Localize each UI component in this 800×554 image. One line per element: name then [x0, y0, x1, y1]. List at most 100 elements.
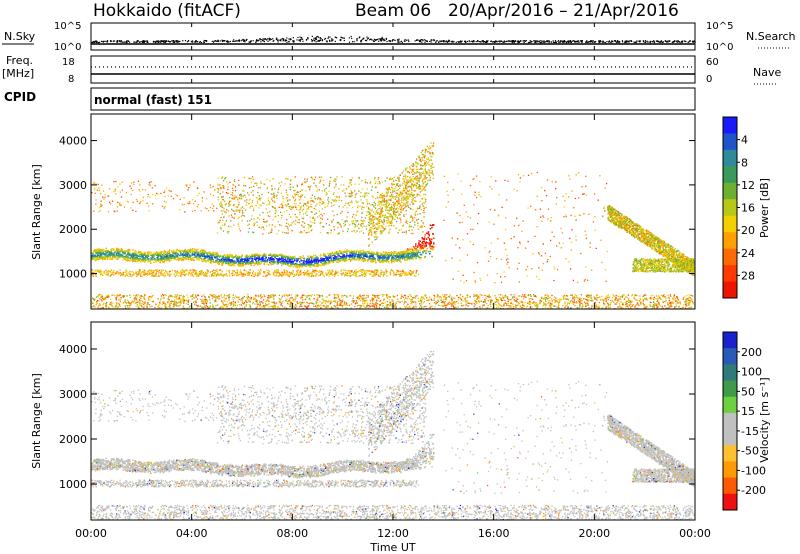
- nsky-point: [136, 41, 139, 43]
- nsky-point: [499, 41, 501, 43]
- power-point: [380, 252, 382, 254]
- nsky-point: [373, 40, 375, 43]
- power-point: [373, 257, 376, 260]
- power-point: [384, 251, 387, 254]
- power-point: [327, 254, 330, 257]
- nsky-point: [383, 38, 385, 40]
- power-point: [370, 251, 373, 253]
- power-point: [393, 261, 395, 263]
- nsky-point: [657, 40, 660, 43]
- nsky-point: [592, 40, 594, 42]
- nsky-point: [634, 41, 637, 43]
- power-point: [282, 260, 285, 262]
- nsky-point: [472, 41, 474, 43]
- power-point: [201, 258, 204, 260]
- nsky-point: [191, 41, 193, 43]
- power-point: [332, 261, 334, 264]
- power-point: [408, 253, 410, 255]
- nsky-point: [116, 41, 118, 43]
- power-point: [263, 263, 266, 266]
- nsky-point: [173, 41, 176, 44]
- power-point: [228, 257, 230, 260]
- nsky-point: [362, 38, 365, 40]
- power-point: [144, 254, 146, 256]
- power-point: [422, 251, 424, 253]
- power-point: [314, 260, 317, 262]
- power-point: [393, 258, 395, 260]
- nsky-point: [315, 41, 317, 43]
- power-point: [305, 265, 308, 267]
- nsky-point: [364, 39, 367, 41]
- power-point: [347, 259, 349, 261]
- nsky-point: [538, 40, 540, 42]
- nsky-point: [318, 40, 320, 42]
- nave-label: Nave: [753, 66, 781, 79]
- nsky-point: [93, 41, 95, 44]
- nsky-point: [203, 39, 205, 42]
- power-point: [140, 255, 142, 258]
- power-point: [101, 255, 103, 257]
- power-point: [312, 260, 315, 262]
- nsky-point: [348, 37, 350, 39]
- nsky-point: [248, 41, 250, 43]
- nsky-point: [453, 40, 455, 43]
- nsky-point: [334, 36, 336, 38]
- nsky-point: [639, 41, 641, 43]
- power-point: [180, 252, 182, 255]
- power-point: [138, 260, 141, 262]
- power-point: [395, 258, 397, 260]
- nsky-point: [222, 40, 225, 42]
- nsky-point: [660, 41, 662, 43]
- nsky-point: [327, 37, 329, 39]
- power-point: [105, 247, 107, 250]
- cpid-panel: [90, 87, 696, 111]
- power-point: [374, 253, 376, 255]
- nsky-point: [165, 41, 167, 43]
- power-point: [129, 249, 131, 251]
- power-point: [212, 258, 214, 261]
- nave-tick-bottom: 0: [706, 74, 712, 85]
- nsky-point: [487, 40, 489, 42]
- power-point: [181, 259, 183, 261]
- power-point: [111, 258, 113, 260]
- nsky-point: [680, 41, 682, 44]
- nsky-point: [203, 41, 205, 43]
- power-point: [410, 248, 412, 251]
- cpid-value: normal (fast) 151: [94, 93, 212, 107]
- nsky-point: [424, 39, 426, 41]
- nsky-point: [502, 41, 504, 43]
- nsky-point: [222, 40, 224, 42]
- nsky-point: [331, 39, 333, 41]
- nsky-point: [297, 36, 299, 39]
- nsky-point: [505, 40, 507, 43]
- nsky-point: [433, 39, 435, 42]
- nsky-point: [692, 40, 694, 42]
- nsky-point: [336, 37, 338, 39]
- nsky-point: [119, 40, 121, 42]
- nsky-point: [565, 41, 567, 43]
- nsky-point: [678, 41, 680, 43]
- nsky-point: [241, 39, 243, 41]
- power-point: [268, 264, 270, 266]
- nsky-point: [552, 40, 554, 42]
- power-point: [198, 254, 201, 256]
- nsky-point: [685, 41, 687, 43]
- nsky-point: [682, 40, 684, 42]
- nsky-point: [93, 40, 95, 43]
- power-point: [303, 260, 305, 262]
- power-point: [119, 253, 121, 255]
- nsky-point: [426, 40, 428, 43]
- power-point: [240, 257, 242, 259]
- power-point: [421, 237, 423, 239]
- power-point: [263, 262, 265, 264]
- nsky-point: [158, 41, 160, 44]
- nsky-point: [543, 41, 545, 44]
- power-point: [233, 264, 235, 266]
- power-point: [316, 255, 318, 258]
- power-point: [104, 250, 106, 252]
- nsearch-tick-bottom: 10^0: [706, 42, 733, 53]
- power-point: [154, 259, 157, 261]
- nsky-point: [602, 40, 604, 42]
- nsky-point: [536, 40, 538, 42]
- nsky-point: [673, 41, 675, 43]
